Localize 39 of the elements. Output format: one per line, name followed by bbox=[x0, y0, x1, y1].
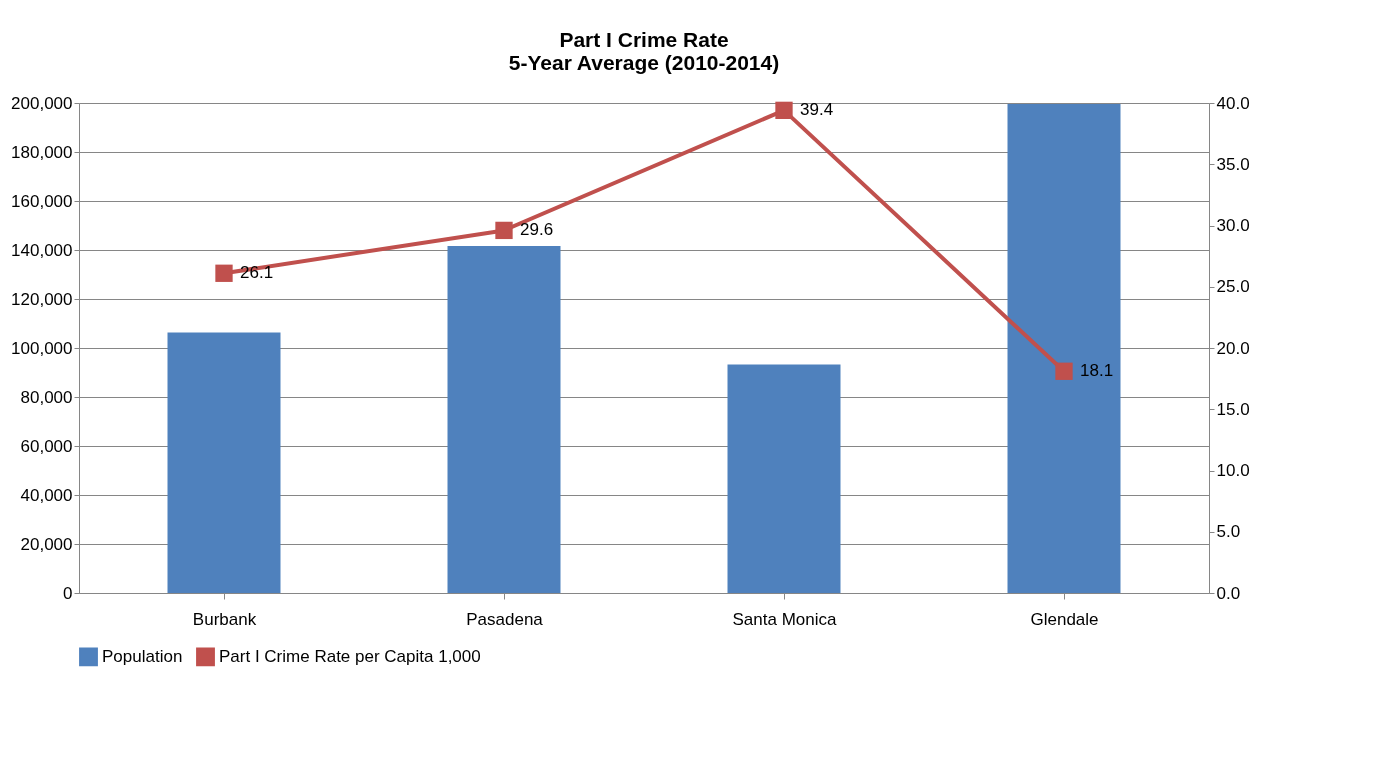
data-label: 39.4 bbox=[800, 100, 834, 120]
data-label: 26.1 bbox=[240, 263, 274, 283]
y2-tick-label: 15.0 bbox=[1216, 399, 1250, 419]
point bbox=[495, 221, 513, 240]
chart-title: Part I Crime Rate 5-Year Average (2010-2014) bbox=[508, 28, 780, 74]
point bbox=[775, 101, 793, 120]
y2-tick-label: 10.0 bbox=[1216, 461, 1250, 480]
y-tick-label: 200,000 bbox=[11, 93, 73, 113]
point bbox=[215, 264, 233, 282]
y-tick-label: 60,000 bbox=[20, 436, 73, 456]
y-tick-label: 120,000 bbox=[11, 289, 73, 309]
legend-label: Part I Crime Rate per Capita 1,000 bbox=[219, 646, 481, 666]
y-tick-label: 160,000 bbox=[11, 191, 73, 211]
y2-tick-label: 0.0 bbox=[1216, 583, 1241, 603]
y-tick-label: 100,000 bbox=[11, 338, 73, 358]
y2-tick-label: 30.0 bbox=[1216, 216, 1250, 235]
y-tick-label: 140,000 bbox=[11, 240, 73, 260]
y-tick-label: 80,000 bbox=[20, 387, 73, 407]
x-tick-label: Glendale bbox=[1030, 609, 1099, 629]
y2-tick-label: 5.0 bbox=[1216, 522, 1241, 542]
y2-tick-label: 35.0 bbox=[1216, 154, 1250, 174]
bar bbox=[1007, 103, 1121, 593]
y2-tick-label: 20.0 bbox=[1216, 338, 1250, 358]
point bbox=[1055, 362, 1073, 380]
bar bbox=[447, 246, 561, 593]
x-tick-label: Pasadena bbox=[466, 609, 544, 629]
y-tick-label: 40,000 bbox=[20, 485, 73, 505]
y-tick-label: 20,000 bbox=[20, 534, 73, 554]
y-tick-label: 0 bbox=[63, 583, 73, 603]
data-label: 18.1 bbox=[1080, 361, 1114, 381]
x-tick-label: Santa Monica bbox=[732, 609, 838, 629]
bar bbox=[167, 332, 281, 593]
y2-tick-label: 40.0 bbox=[1216, 93, 1250, 113]
x-tick-label: Burbank bbox=[192, 609, 257, 629]
y2-tick-label: 25.0 bbox=[1216, 277, 1250, 297]
y-tick-label: 180,000 bbox=[11, 142, 73, 162]
bar bbox=[727, 364, 841, 593]
data-label: 29.6 bbox=[520, 220, 554, 240]
legend-label: Population bbox=[102, 646, 183, 666]
